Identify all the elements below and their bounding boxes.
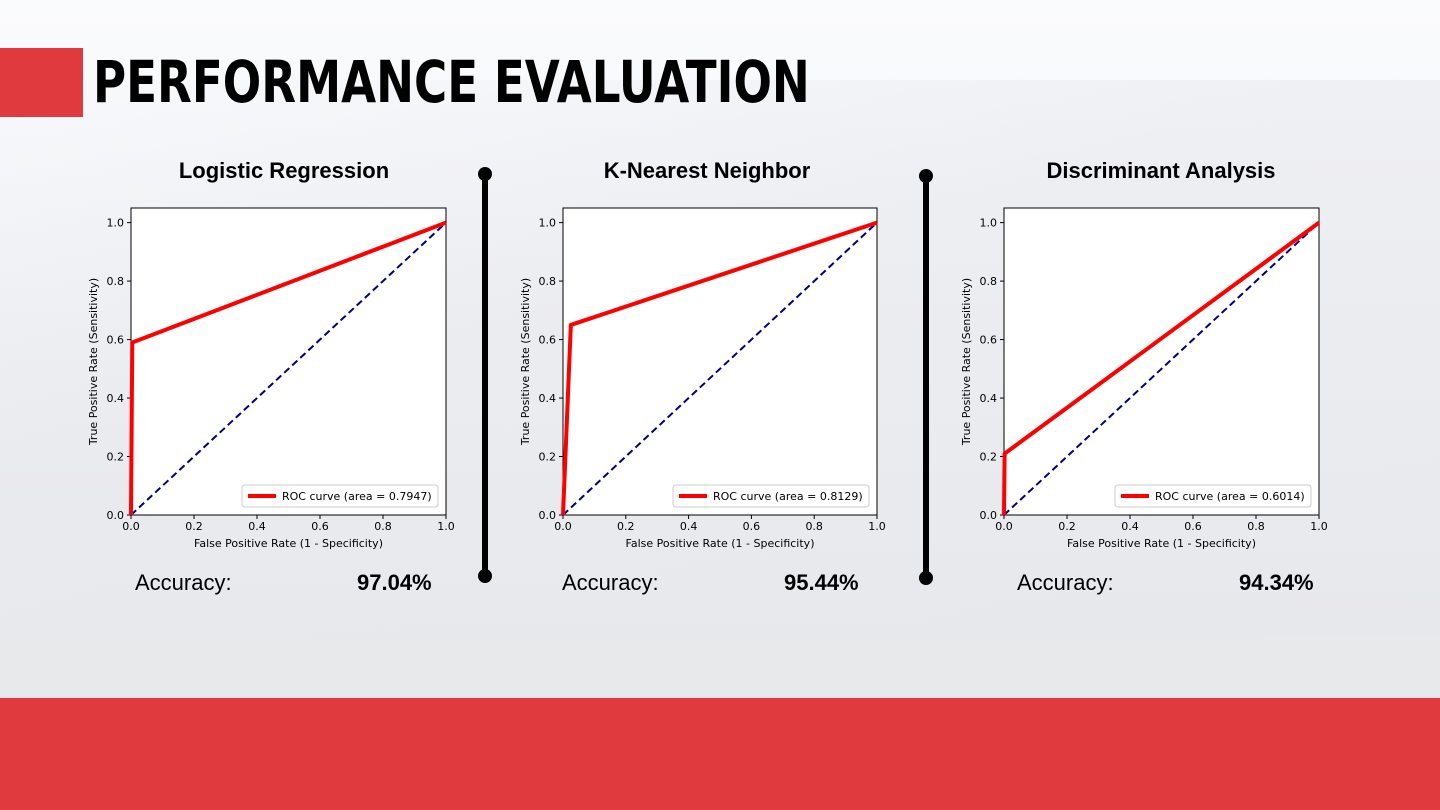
title-accent-block [0,48,83,117]
x-tick-label: 0.8 [374,520,392,533]
accuracy-value-k-nearest-neighbor: 95.44% [784,570,859,595]
divider-right [919,169,933,585]
diagonal-reference-line [1003,221,1320,516]
roc-chart-k-nearest-neighbor: 0.0 0.2 0.4 0.6 0.8 1.0 0.0 0.2 0.4 0.6 0.8 1.0 Fals… [519,207,886,550]
y-tick-label: 0.2 [107,451,125,464]
y-axis-label: True Positive Rate (Sensitivity) [960,278,973,446]
divider-left [478,167,492,583]
y-tick-label: 0.4 [107,392,125,405]
accuracy-label-logistic-regression: Accuracy: [135,570,232,595]
plot-area [130,207,447,516]
accuracy-value-logistic-regression: 97.04% [357,570,432,595]
y-tick-label: 0.8 [107,275,125,288]
legend-box [1114,484,1312,508]
diagonal-reference-line [562,221,878,516]
y-tick-label: 0.8 [980,275,998,288]
x-tick-label: 0.0 [995,520,1013,533]
roc-curve-line [1002,221,1321,516]
x-tick-label: 1.0 [437,520,455,533]
x-tick-label: 0.4 [680,520,698,533]
y-tick-label: 0.6 [107,334,125,347]
y-tick-label: 0.0 [107,509,125,522]
legend-box [241,484,439,508]
divider-dot [919,571,933,585]
x-tick-label: 1.0 [868,520,886,533]
accuracy-label-k-nearest-neighbor: Accuracy: [562,570,659,595]
divider-dot [478,167,492,181]
x-tick-label: 0.2 [1058,520,1076,533]
footer-red-band [0,698,1440,810]
divider-dot [919,169,933,183]
roc-curve-line [129,220,447,516]
x-axis-label: False Positive Rate (1 - Specificity) [626,537,815,550]
roc-chart-discriminant-analysis: 0.0 0.2 0.4 0.6 0.8 1.0 0.0 0.2 0.4 0.6 0.8 1.0 Fals… [960,207,1328,550]
chart-title-k-nearest-neighbor: K-Nearest Neighbor [603,158,811,183]
diagonal-reference-line [130,221,447,516]
x-axis-label: False Positive Rate (1 - Specificity) [1067,537,1256,550]
y-tick-label: 0.4 [539,392,557,405]
x-tick-label: 0.0 [122,520,140,533]
x-tick-label: 0.4 [248,520,266,533]
y-axis-label: True Positive Rate (Sensitivity) [519,278,532,446]
footer-gray-band [0,638,1440,698]
x-tick-label: 0.2 [185,520,203,533]
y-tick-label: 0.6 [539,334,557,347]
roc-charts: 0.0 0.2 0.4 0.6 0.8 1.0 0.0 0.2 0.4 0.6 0.8 1.0 Fals… [87,167,1328,585]
page-title: PERFORMANCE EVALUATION [93,48,810,116]
accuracy-label-discriminant-analysis: Accuracy: [1017,570,1114,595]
plot-area [562,207,878,516]
x-tick-label: 0.8 [805,520,823,533]
y-tick-label: 1.0 [107,217,125,230]
legend-box [672,484,870,508]
x-tick-label: 0.6 [1184,520,1202,533]
y-tick-label: 0.6 [980,334,998,347]
chart-title-discriminant-analysis: Discriminant Analysis [1046,158,1276,183]
x-tick-label: 0.6 [743,520,761,533]
legend-label: ROC curve (area = 0.7947) [282,490,432,503]
roc-curve-line [561,220,878,516]
y-axis-label: True Positive Rate (Sensitivity) [87,278,100,446]
y-tick-label: 0.2 [539,451,557,464]
x-tick-label: 0.6 [311,520,329,533]
x-tick-label: 0.0 [554,520,572,533]
y-tick-label: 0.2 [980,451,998,464]
x-tick-label: 0.4 [1121,520,1139,533]
x-tick-label: 1.0 [1310,520,1328,533]
x-axis-label: False Positive Rate (1 - Specificity) [194,537,383,550]
y-tick-label: 0.0 [980,509,998,522]
legend-label: ROC curve (area = 0.8129) [713,490,863,503]
y-tick-label: 0.4 [980,392,998,405]
y-tick-label: 1.0 [539,217,557,230]
legend-label: ROC curve (area = 0.6014) [1155,490,1305,503]
x-tick-label: 0.8 [1247,520,1265,533]
y-tick-label: 0.8 [539,275,557,288]
accuracy-value-discriminant-analysis: 94.34% [1239,570,1314,595]
chart-title-logistic-regression: Logistic Regression [178,158,390,183]
divider-dot [478,569,492,583]
roc-chart-logistic-regression: 0.0 0.2 0.4 0.6 0.8 1.0 0.0 0.2 0.4 0.6 0.8 1.0 Fals… [87,207,455,550]
plot-area [1003,207,1320,516]
y-tick-label: 0.0 [539,509,557,522]
y-tick-label: 1.0 [980,217,998,230]
x-tick-label: 0.2 [617,520,635,533]
